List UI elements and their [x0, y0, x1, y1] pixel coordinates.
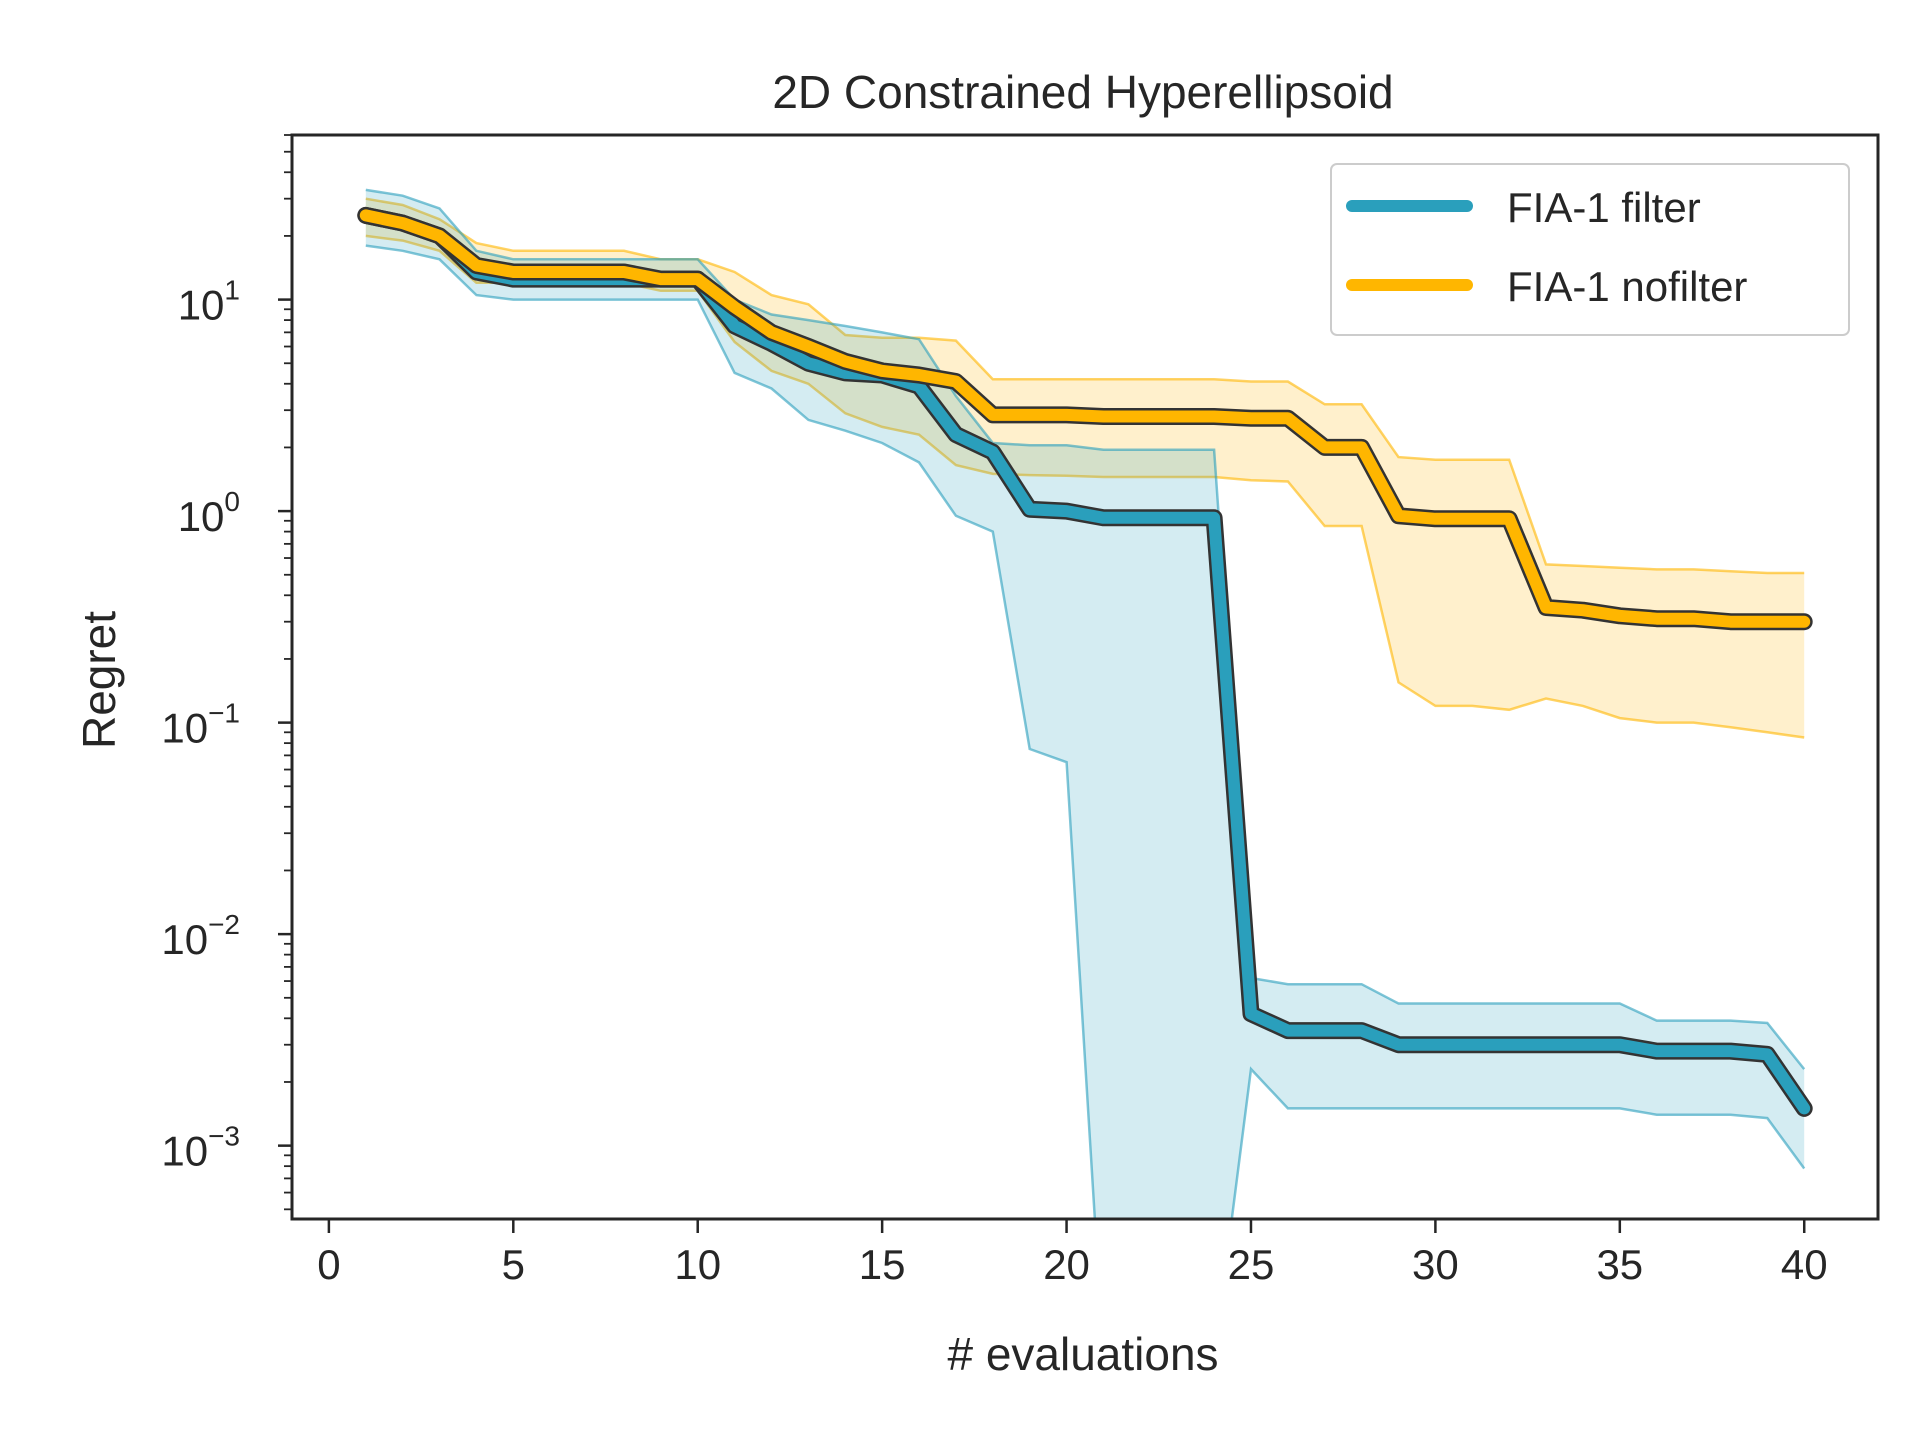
- x-axis-label: # evaluations: [947, 1328, 1218, 1380]
- lower-bound-filter: [365, 244, 1806, 1219]
- legend-label-filter: FIA-1 filter: [1507, 184, 1701, 231]
- x-tick-label: 15: [859, 1241, 906, 1288]
- chart-title: 2D Constrained Hyperellipsoid: [772, 66, 1393, 118]
- confidence-band-nofilter: [365, 198, 1805, 738]
- x-tick-label: 0: [317, 1241, 340, 1288]
- x-tick-label: 10: [674, 1241, 721, 1288]
- legend: FIA-1 filter FIA-1 nofilter: [1330, 163, 1850, 336]
- plot-frame: [290, 133, 1880, 1221]
- mean-line-nofilter: [359, 209, 1811, 628]
- upper-bound-filter: [365, 188, 1806, 1070]
- x-tick-label: 25: [1228, 1241, 1275, 1288]
- legend-label-nofilter: FIA-1 nofilter: [1507, 263, 1747, 310]
- x-tick-label: 30: [1412, 1241, 1459, 1288]
- y-tick-label: 10−1: [161, 698, 240, 752]
- confidence-band-filter: [365, 189, 1805, 1219]
- x-tick-label: 35: [1596, 1241, 1643, 1288]
- upper-bound-nofilter: [365, 197, 1805, 575]
- x-tick-label: 40: [1781, 1241, 1828, 1288]
- x-tick-label: 20: [1043, 1241, 1090, 1288]
- y-axis-label: Regret: [73, 611, 125, 749]
- y-tick-label: 10−3: [161, 1121, 240, 1175]
- y-tick-label: 100: [178, 486, 240, 540]
- x-tick-label: 5: [502, 1241, 525, 1288]
- y-tick-label: 10−2: [161, 909, 240, 963]
- y-tick-label: 101: [178, 275, 240, 329]
